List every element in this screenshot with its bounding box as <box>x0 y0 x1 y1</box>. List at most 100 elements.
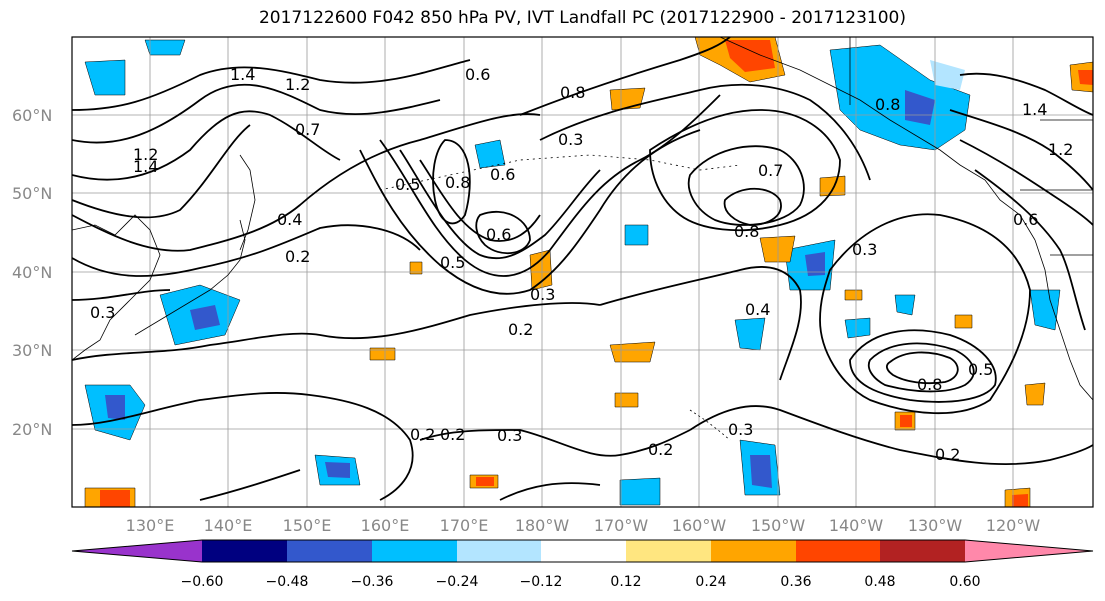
longitude-labels: 130°E 140°E 150°E 160°E 170°E 180°W 170°… <box>126 516 1041 535</box>
contour-label: 0.2 <box>285 247 310 266</box>
contour-line <box>689 405 1093 466</box>
colorbar-cell <box>202 540 287 562</box>
latitude-labels: 60°N 50°N 40°N 30°N 20°N <box>12 106 52 439</box>
contour-line <box>649 109 841 232</box>
contour-line <box>499 482 601 501</box>
contour-label: 1.4 <box>1022 100 1047 119</box>
anomaly-patch <box>190 305 220 330</box>
contour-label: 1.4 <box>230 65 255 84</box>
latitude-label: 20°N <box>12 420 52 439</box>
contour-line <box>72 110 341 181</box>
contour-line <box>72 224 421 277</box>
colorbar-cell <box>287 540 372 562</box>
contour-line <box>849 329 997 403</box>
colorbar-tick-label: −0.60 <box>181 574 224 590</box>
anomaly-patch <box>900 415 912 427</box>
anomaly-patch <box>105 395 125 420</box>
contour-label: 0.7 <box>758 161 783 180</box>
colorbar-cell <box>372 540 457 562</box>
colorbar-cell <box>457 540 541 562</box>
anomaly-patch <box>1012 494 1028 507</box>
contour-label: 0.8 <box>917 375 942 394</box>
contour-label: 0.6 <box>486 225 511 244</box>
anomaly-patch <box>844 317 871 339</box>
anomaly-patch <box>805 252 825 276</box>
colorbar-cell <box>796 540 880 562</box>
colorbar-outline <box>71 539 1094 563</box>
contour-label: 0.2 <box>508 320 533 339</box>
colorbar-cell <box>541 540 626 562</box>
anomaly-patch <box>529 249 553 291</box>
longitude-label: 140°E <box>204 516 253 535</box>
longitude-label: 140°W <box>829 516 884 535</box>
anomaly-patch <box>905 90 935 125</box>
contour-label: 0.2 <box>440 425 465 444</box>
contour-label: 0.6 <box>465 65 490 84</box>
contour-line <box>959 139 1093 226</box>
anomaly-patch <box>409 261 423 275</box>
contour-label: 0.8 <box>445 173 470 192</box>
contour-line <box>974 169 1086 331</box>
contour-line <box>599 266 802 381</box>
colorbar-tick-label: 0.36 <box>780 574 811 590</box>
anomaly-patch <box>609 341 656 363</box>
graticule <box>72 37 1093 507</box>
colorbar-tick-label: 0.60 <box>949 574 980 590</box>
anomaly-patch <box>614 392 639 408</box>
latitude-label: 50°N <box>12 184 52 203</box>
anomaly-patch <box>369 347 396 361</box>
contour-line <box>72 83 441 144</box>
asia-coastline <box>72 214 161 361</box>
contour-labels: 1.4 1.2 0.6 0.8 0.3 0.7 0.4 0.2 0.5 0.6 … <box>90 65 1073 464</box>
anomaly-patch <box>930 60 965 90</box>
contour-label: 0.2 <box>410 425 435 444</box>
coastlines <box>72 37 1093 441</box>
contour-line <box>419 429 691 457</box>
contour-line <box>949 109 1093 191</box>
colorbar-tick-label: 0.24 <box>695 574 726 590</box>
longitude-label: 120°W <box>986 516 1041 535</box>
anomaly-patch <box>725 40 775 72</box>
contour-label: 1.4 <box>133 157 158 176</box>
contour-line <box>199 469 301 501</box>
anomaly-patch <box>894 294 916 316</box>
longitude-label: 170°W <box>594 516 649 535</box>
contour-label: 0.5 <box>968 360 993 379</box>
anomaly-patch <box>844 289 863 301</box>
contour-label: 0.6 <box>490 165 515 184</box>
anomaly-patch <box>750 455 772 488</box>
contour-line <box>959 72 1093 116</box>
contour-line <box>539 83 871 181</box>
aleutian-islands <box>379 154 741 191</box>
longitude-label: 130°W <box>908 516 963 535</box>
japan-coastline <box>134 219 246 336</box>
contour-label: 0.8 <box>875 95 900 114</box>
map-frame <box>71 36 1094 508</box>
longitude-label: 130°E <box>126 516 175 535</box>
contour-label: 0.3 <box>497 426 522 445</box>
colorbar-tick-label: 0.48 <box>864 574 895 590</box>
contour-line <box>72 289 171 301</box>
colorbar-tick-label: −0.24 <box>436 574 479 590</box>
anomaly-patch <box>1024 382 1046 406</box>
pv-contours <box>72 37 1093 501</box>
contour-line <box>519 37 731 116</box>
contour-line <box>72 124 251 219</box>
kamchatka-coastline <box>239 154 256 251</box>
anomaly-patch <box>476 477 494 486</box>
latitude-label: 60°N <box>12 106 52 125</box>
alaska-coastline <box>719 37 1036 241</box>
contour-label: 0.2 <box>648 440 673 459</box>
contour-line <box>72 59 471 111</box>
colorbar: −0.60 −0.48 −0.36 −0.24 −0.12 0.12 0.24 … <box>71 539 1094 590</box>
anomaly-patch <box>474 139 506 169</box>
contour-label: 1.2 <box>285 75 310 94</box>
colorbar-tick-label: −0.36 <box>351 574 394 590</box>
colorbar-cell <box>711 540 796 562</box>
anomaly-patch <box>1029 289 1061 331</box>
colorbar-tick-label: 0.12 <box>610 574 641 590</box>
colorbar-cells <box>71 539 1094 563</box>
longitude-label: 160°W <box>672 516 727 535</box>
colorbar-tick-label: −0.48 <box>266 574 309 590</box>
contour-line <box>359 129 701 295</box>
